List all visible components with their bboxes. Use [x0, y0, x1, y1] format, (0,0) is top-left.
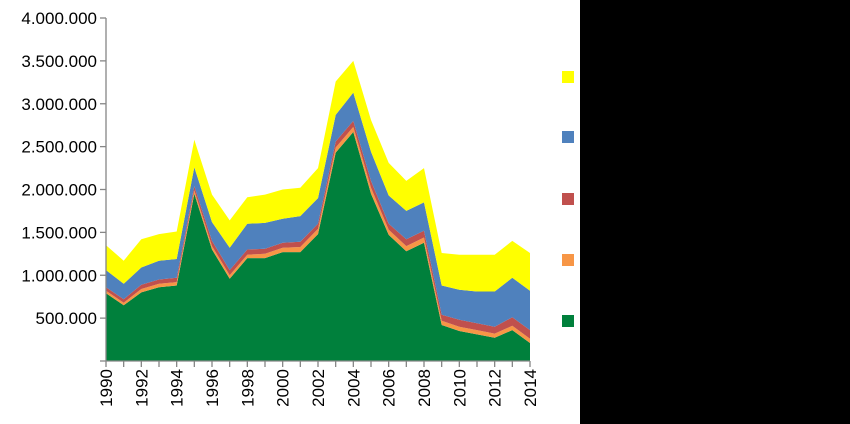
- y-axis-tick-labels: 500.000 1.000.000 1.500.000 2.000.000 2.500.…: [21, 9, 97, 328]
- legend: [562, 71, 574, 327]
- legend-marker-1: [562, 254, 574, 266]
- black-overlay-panel: [580, 0, 850, 424]
- x-tick-label: 1990: [97, 369, 116, 407]
- x-axis-tick-labels: 1990 1992 1994 1996 1998 2000 2002 2004 2006 2008…: [97, 369, 540, 407]
- x-tick-label: 2002: [309, 369, 328, 407]
- y-tick-label: 500.000: [36, 309, 97, 328]
- y-tick-label: 3.000.000: [21, 95, 97, 114]
- series-area-3: [106, 92, 530, 331]
- x-tick-label: 2014: [521, 369, 540, 407]
- x-tick-label: 2006: [380, 369, 399, 407]
- x-tick-label: 2012: [486, 369, 505, 407]
- y-tick-label: 4.000.000: [21, 9, 97, 28]
- y-tick-label: 2.000.000: [21, 181, 97, 200]
- y-tick-label: 2.500.000: [21, 138, 97, 157]
- y-tick-label: 3.500.000: [21, 52, 97, 71]
- x-tick-label: 1998: [238, 369, 257, 407]
- legend-marker-0: [562, 315, 574, 327]
- legend-marker-3: [562, 131, 574, 143]
- x-tick-label: 1994: [168, 369, 187, 407]
- x-tick-label: 2008: [415, 369, 434, 407]
- x-tick-label: 2010: [450, 369, 469, 407]
- legend-marker-2: [562, 193, 574, 205]
- x-tick-label: 2000: [274, 369, 293, 407]
- series-area-0: [106, 132, 530, 361]
- legend-marker-4: [562, 71, 574, 83]
- series-areas: [106, 60, 530, 361]
- y-tick-label: 1.000.000: [21, 266, 97, 285]
- x-tick-label: 1996: [203, 369, 222, 407]
- series-area-4: [106, 60, 530, 292]
- chart-axes: [100, 17, 531, 367]
- x-tick-label: 1992: [132, 369, 151, 407]
- x-tick-label: 2004: [344, 369, 363, 407]
- y-tick-label: 1.500.000: [21, 223, 97, 242]
